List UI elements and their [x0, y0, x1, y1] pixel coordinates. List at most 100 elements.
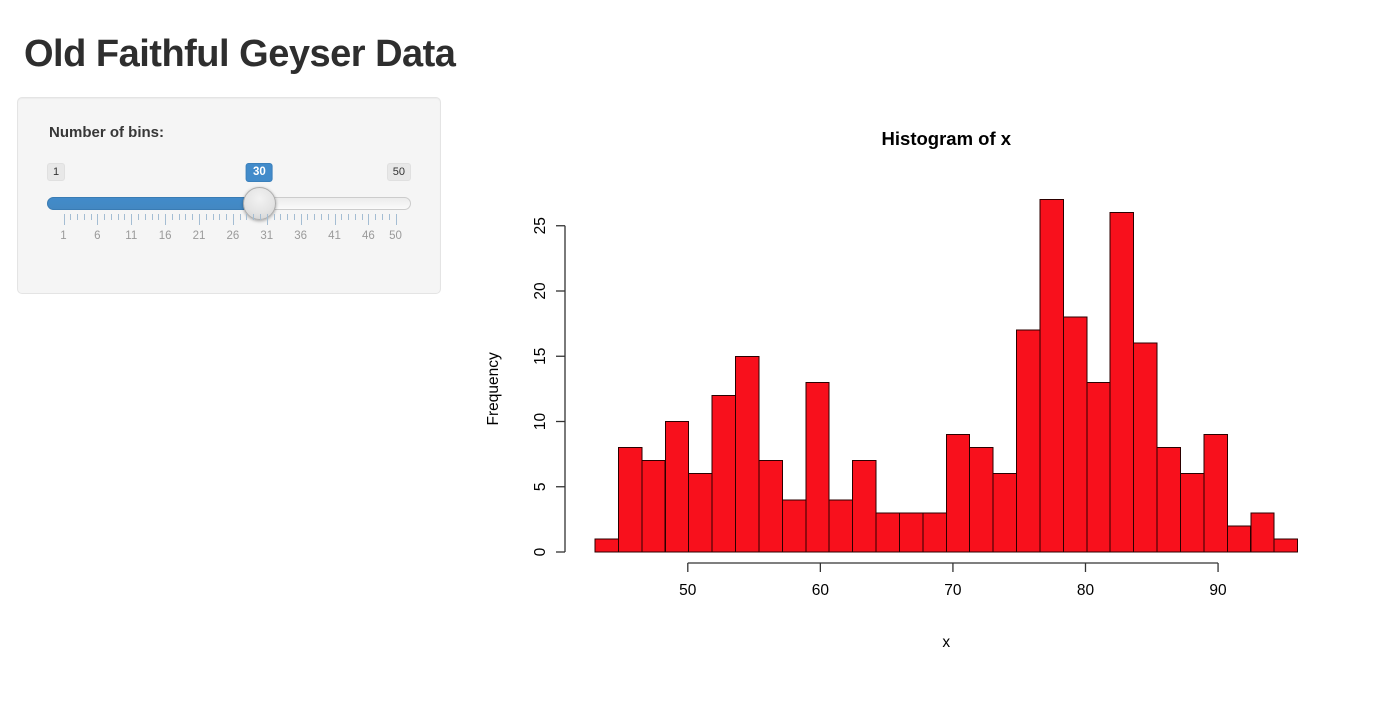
- slider-grid-label: 6: [94, 230, 101, 242]
- slider-grid-label: 41: [328, 230, 341, 242]
- slider-grid-tick: [226, 214, 228, 220]
- slider-grid-label: 26: [226, 230, 240, 242]
- slider-grid: 1 6 11 16 21 26 31 36 41 46 50: [47, 214, 411, 254]
- histogram-bar: [969, 447, 994, 553]
- slider-grid-tick: [320, 214, 322, 220]
- slider-min-label: 1: [47, 163, 66, 182]
- histogram-bar: [805, 381, 830, 553]
- histogram-bar: [922, 512, 947, 553]
- plot-title: Histogram of x: [882, 128, 1012, 149]
- slider-grid-tick: [117, 214, 119, 220]
- slider-grid-tick: [97, 214, 99, 225]
- x-tick-label: 70: [944, 582, 962, 599]
- slider-value-badge: 30: [245, 163, 273, 182]
- slider-grid-tick: [327, 214, 329, 220]
- slider-grid-tick: [192, 214, 194, 220]
- slider-grid-tick: [199, 214, 200, 225]
- histogram-bar: [1016, 329, 1041, 553]
- slider-grid-tick: [165, 214, 167, 225]
- histogram-bar: [1086, 381, 1111, 553]
- histogram-bar: [1133, 342, 1158, 553]
- slider-grid-tick: [131, 214, 133, 225]
- slider-grid-label: 16: [158, 230, 172, 242]
- slider-grid-tick: [239, 214, 241, 220]
- y-tick-label: 5: [532, 482, 549, 491]
- histogram-bar: [1250, 512, 1275, 553]
- slider-grid-tick: [334, 214, 336, 225]
- histogram-bar: [1156, 447, 1181, 553]
- x-axis-label: x: [942, 634, 950, 651]
- slider-grid-tick: [348, 214, 350, 220]
- slider-grid-tick: [212, 214, 214, 220]
- slider-grid-tick: [388, 214, 390, 220]
- slider-grid-tick: [232, 214, 234, 225]
- slider-handle[interactable]: [242, 187, 276, 220]
- histogram-bar: [992, 473, 1017, 553]
- histogram-bar: [1039, 199, 1064, 553]
- bins-slider[interactable]: 1 50 30 1 6 11 16 21 26 31 36 41 46 50: [47, 158, 411, 268]
- slider-max-label: 50: [386, 163, 411, 182]
- slider-grid-tick: [307, 214, 309, 220]
- histogram-bar: [758, 460, 783, 553]
- slider-grid-tick: [395, 214, 397, 225]
- histogram-bar: [711, 394, 737, 553]
- histogram-bar: [664, 421, 690, 553]
- y-tick-label: 20: [532, 282, 549, 300]
- slider-grid-tick: [151, 214, 153, 220]
- slider-grid-tick: [287, 214, 289, 220]
- slider-grid-tick: [77, 214, 79, 220]
- histogram-bar: [852, 460, 877, 553]
- slider-grid-label: 31: [260, 230, 274, 242]
- slider-grid-tick: [341, 214, 343, 220]
- slider-fill: [47, 197, 260, 210]
- slider-grid-tick: [280, 214, 282, 220]
- slider-grid-tick: [158, 214, 160, 220]
- histogram-bar: [641, 460, 666, 553]
- histogram-bar: [1273, 538, 1299, 553]
- x-tick-label: 80: [1077, 582, 1095, 599]
- y-axis-label: Frequency: [485, 352, 502, 425]
- slider-grid-tick: [273, 214, 275, 220]
- slider-grid-tick: [375, 214, 377, 220]
- y-tick-label: 10: [532, 413, 549, 431]
- y-tick-label: 0: [532, 547, 549, 556]
- slider-grid-tick: [90, 214, 92, 220]
- histogram-bar: [735, 355, 760, 553]
- histogram-svg: 50 60 70 80 90 0 5 10 15 20 25 Histogram of x x Frequ…: [485, 128, 1299, 651]
- slider-grid-tick: [185, 214, 187, 220]
- slider-grid-tick: [124, 214, 126, 220]
- slider-grid-tick: [293, 214, 295, 220]
- sidebar-panel: Number of bins: 1 50 30 1 6 11 16 21 26 31 36 41…: [17, 97, 441, 294]
- y-tick-label: 15: [532, 348, 549, 365]
- histogram-bar: [945, 434, 971, 553]
- histogram-bar: [1226, 525, 1252, 553]
- slider-grid-tick: [171, 214, 173, 220]
- slider-grid-label: 21: [192, 230, 206, 242]
- histogram-bar: [1203, 434, 1228, 553]
- histogram-bar: [688, 473, 713, 553]
- slider-grid-tick: [368, 214, 370, 225]
- slider-grid-label: 46: [361, 230, 375, 242]
- histogram-bar: [781, 499, 807, 553]
- slider-grid-label: 50: [389, 230, 402, 242]
- page-title: Old Faithful Geyser Data: [24, 33, 456, 75]
- x-tick-label: 60: [812, 582, 830, 599]
- slider-grid-tick: [63, 214, 65, 225]
- slider-grid-tick: [259, 214, 261, 220]
- histogram-bar: [1062, 316, 1088, 553]
- x-tick-label: 50: [679, 582, 697, 599]
- histogram-bar: [828, 499, 854, 553]
- slider-grid-tick: [144, 214, 146, 220]
- slider-grid-tick: [178, 214, 180, 220]
- histogram-plot: 50 60 70 80 90 0 5 10 15 20 25 Histogram of x x Frequ…: [480, 105, 1340, 665]
- slider-grid-tick: [253, 214, 255, 220]
- histogram-bar: [617, 447, 643, 553]
- slider-grid-tick: [361, 214, 363, 220]
- slider-grid-tick: [70, 214, 72, 220]
- slider-grid-tick: [381, 214, 383, 220]
- slider-grid-tick: [266, 214, 268, 225]
- histogram-bar: [594, 538, 619, 553]
- histogram-bar: [899, 512, 924, 553]
- slider-grid-label: 36: [294, 230, 308, 242]
- slider-grid-tick: [83, 214, 85, 220]
